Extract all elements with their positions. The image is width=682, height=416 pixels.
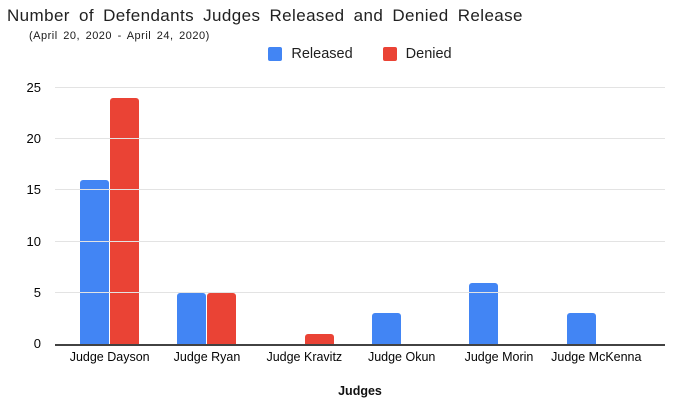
chart-title: Number of Defendants Judges Released and… [7, 6, 523, 25]
y-tick-label-20: 20 [26, 131, 41, 147]
bar-groups [61, 88, 645, 344]
plot-area: 0 5 10 15 20 25 [27, 80, 665, 351]
y-tick-label-25: 25 [26, 80, 41, 95]
x-axis-label-judge-dayson: Judge Dayson [69, 350, 150, 364]
gridline-5 [55, 291, 665, 293]
gridline-15 [55, 189, 665, 191]
x-axis-label-judge-kravitz: Judge Kravitz [266, 350, 343, 364]
legend-swatch-released-icon [268, 47, 283, 61]
bar-denied-judge-ryan [207, 293, 237, 344]
bar-group-judge-kravitz [256, 88, 353, 344]
y-tick-label-10: 10 [26, 233, 41, 249]
x-axis-label-judge-mckenna: Judge McKenna [551, 350, 642, 364]
x-axis-title: Judges [338, 384, 382, 398]
y-tick-label-5: 5 [33, 284, 41, 300]
x-axis-labels: Judge Dayson Judge Ryan Judge Kravitz Judge… [61, 350, 645, 364]
bar-released-judge-okun [372, 313, 402, 344]
bar-released-judge-morin [469, 283, 499, 344]
y-tick-label-0: 0 [33, 336, 41, 351]
bar-group-judge-mckenna [548, 88, 645, 344]
bar-released-judge-ryan [177, 293, 207, 344]
gridline-10 [55, 240, 665, 242]
bar-group-judge-ryan [158, 88, 255, 344]
bar-released-judge-mckenna [566, 313, 596, 344]
legend-item-denied: Denied [382, 46, 452, 62]
bar-released-judge-dayson [80, 180, 110, 344]
gridline-20 [55, 138, 665, 140]
x-axis-label-judge-okun: Judge Okun [367, 350, 436, 364]
x-axis-label-judge-morin: Judge Morin [464, 350, 534, 364]
chart-subtitle: (April 20, 2020 - April 24, 2020) [29, 30, 210, 42]
bar-group-judge-morin [450, 88, 547, 344]
legend-label-denied: Denied [405, 46, 452, 62]
x-axis-label-judge-ryan: Judge Ryan [173, 350, 241, 364]
legend: Released Denied [55, 46, 665, 62]
bar-group-judge-dayson [61, 88, 158, 344]
bar-denied-judge-kravitz [304, 334, 334, 344]
legend-label-released: Released [291, 46, 353, 62]
y-tick-label-15: 15 [26, 182, 41, 198]
gridline-25 [55, 87, 665, 88]
bar-denied-judge-dayson [110, 98, 140, 344]
legend-item-released: Released [268, 46, 353, 62]
legend-swatch-denied-icon [382, 47, 397, 61]
bar-group-judge-okun [353, 88, 450, 344]
